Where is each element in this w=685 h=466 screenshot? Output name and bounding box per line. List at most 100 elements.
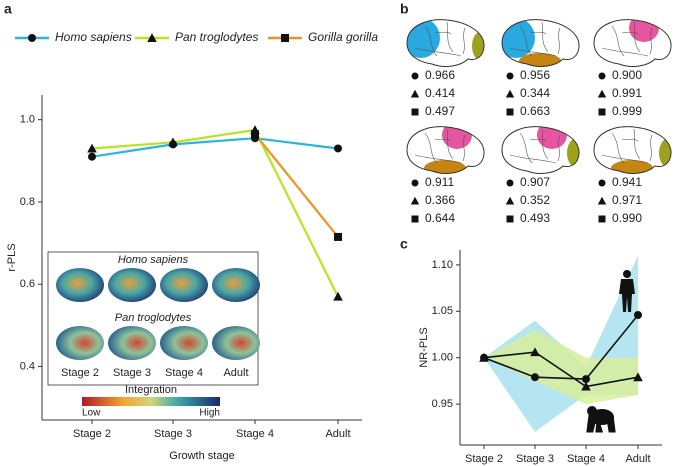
x-tick-label: Stage 3 [154, 428, 192, 440]
marker [506, 72, 514, 80]
brain-fill [594, 126, 672, 174]
inset-stage-label: Stage 3 [113, 367, 151, 379]
marker [147, 33, 157, 42]
marker [411, 72, 419, 80]
panel-label: b [400, 1, 409, 17]
similarity-value: 0.990 [612, 211, 642, 225]
regions [629, 19, 659, 42]
marker [411, 215, 419, 223]
legend-label: Pan troglodytes [175, 30, 258, 44]
marker [333, 291, 343, 301]
sulcus [601, 47, 649, 57]
marker [506, 215, 514, 223]
panel-label: a [4, 1, 12, 17]
brain-map [212, 268, 260, 302]
sulcus [434, 31, 452, 35]
similarity-value: 0.644 [425, 211, 455, 225]
sulcus [462, 134, 466, 162]
colorbar-title: Integration [125, 384, 177, 396]
icon-part [619, 279, 635, 312]
marker [410, 196, 420, 205]
similarity-value: 0.497 [425, 104, 455, 118]
sulcus [414, 154, 462, 164]
inset-row-label: Homo sapiens [118, 254, 189, 266]
inset-stage-label: Stage 4 [165, 367, 203, 379]
sulcus [446, 21, 454, 53]
brain-map [56, 268, 104, 302]
marker [598, 108, 606, 116]
marker [531, 373, 539, 382]
brain-outline [593, 19, 672, 67]
sulcus [633, 128, 641, 160]
brain-map [160, 268, 208, 302]
sulcus [462, 27, 466, 55]
icon-part [623, 270, 631, 278]
marker [411, 179, 419, 187]
brain [593, 126, 672, 174]
sulcus [557, 27, 561, 55]
similarity-value: 0.414 [425, 86, 455, 100]
brain-map [56, 326, 104, 360]
y-tick-label: 0.4 [20, 360, 35, 372]
sulcus [541, 128, 549, 160]
y-tick-label: 1.05 [432, 305, 453, 317]
y-tick-label: 0.8 [20, 196, 35, 208]
sulcus [519, 132, 533, 164]
brain [406, 19, 485, 67]
marker [479, 352, 489, 362]
y-tick-label: 0.6 [20, 278, 35, 290]
brain-region [629, 19, 659, 42]
marker [506, 179, 514, 187]
brain-outline [501, 126, 580, 174]
brain-outline [593, 126, 672, 174]
similarity-value: 0.971 [612, 193, 642, 207]
marker [597, 196, 607, 205]
brain [406, 126, 485, 174]
marker [597, 89, 607, 98]
sulcus [611, 132, 625, 164]
brain [593, 19, 672, 67]
chimp-icon [586, 406, 616, 433]
series-line [91, 128, 339, 298]
marker [581, 381, 591, 391]
human-icon [619, 270, 635, 312]
sulcus [509, 47, 557, 57]
brain-region [442, 126, 472, 149]
y-axis-label: r-PLS [6, 243, 18, 271]
colorbar-high: High [199, 408, 220, 419]
similarity-value: 0.991 [612, 86, 642, 100]
marker [334, 144, 342, 153]
series-line [483, 351, 639, 388]
y-axis-label: NR-PLS [418, 327, 430, 367]
sulcus [509, 154, 557, 164]
similarity-value: 0.493 [520, 211, 550, 225]
similarity-value: 0.956 [520, 68, 550, 82]
brain-outline [406, 126, 485, 174]
similarity-value: 0.366 [425, 193, 455, 207]
series-line [254, 133, 339, 238]
marker [506, 108, 514, 116]
marker [411, 108, 419, 116]
marker [505, 89, 515, 98]
marker [251, 130, 259, 139]
sulcus [529, 31, 547, 35]
marker [598, 72, 606, 80]
marker [168, 137, 178, 147]
marker [598, 215, 606, 223]
sulcus [529, 138, 547, 142]
x-tick-label: Stage 2 [465, 453, 503, 465]
y-tick-label: 1.0 [20, 114, 35, 126]
y-tick-label: 0.95 [432, 398, 453, 410]
sulcus [434, 138, 452, 142]
marker [530, 347, 540, 357]
similarity-value: 0.907 [520, 175, 550, 189]
sulcus [541, 21, 549, 53]
icon-part [586, 414, 616, 433]
similarity-value: 0.941 [612, 175, 642, 189]
series-line [91, 137, 339, 158]
y-tick-label: 1.00 [432, 352, 453, 364]
marker [28, 34, 36, 42]
sulcus [649, 134, 653, 162]
x-tick-label: Stage 4 [567, 453, 605, 465]
series-line [483, 314, 639, 380]
